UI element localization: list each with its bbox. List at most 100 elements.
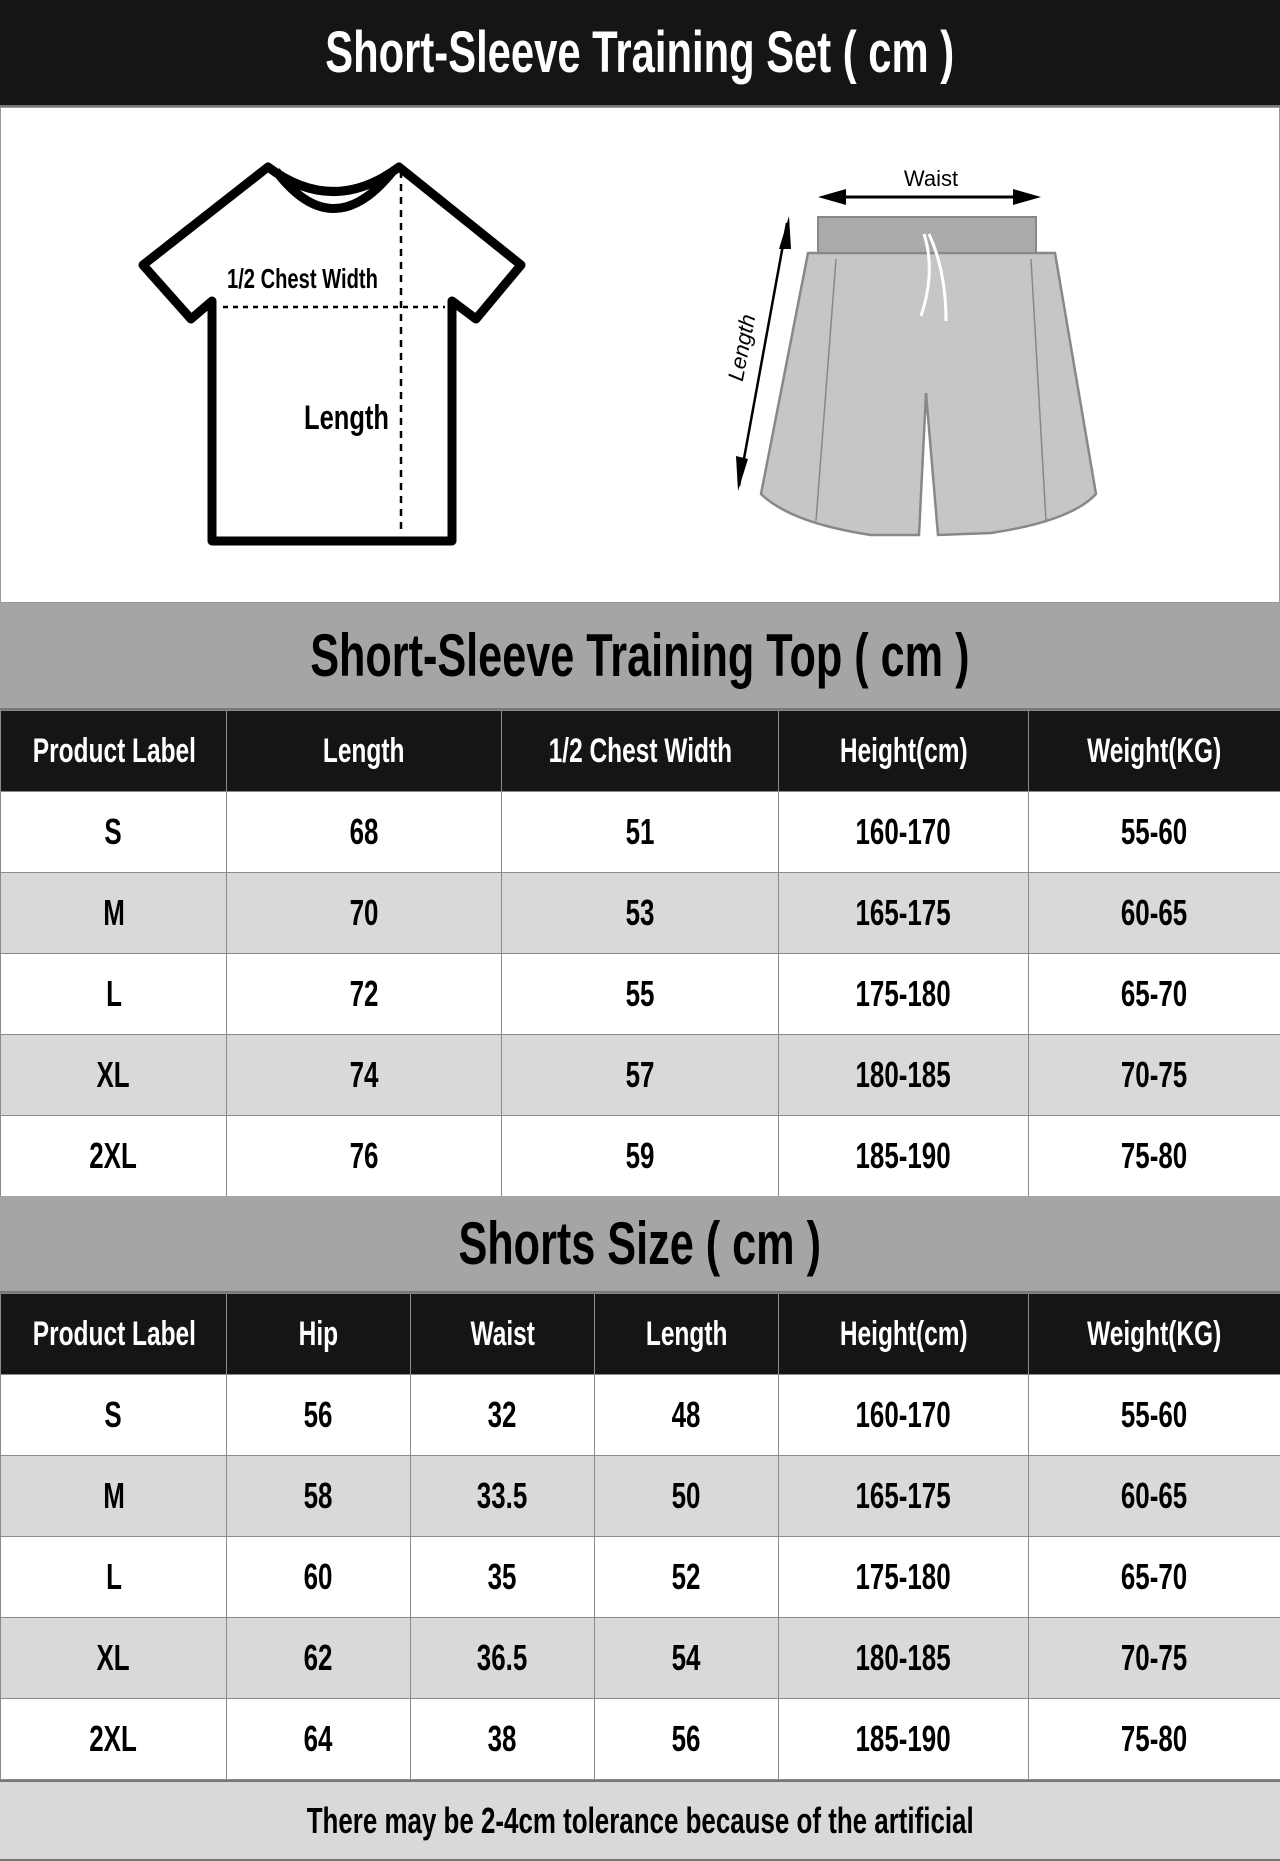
cell-text: 72 (349, 973, 379, 1014)
cell-text: S (104, 811, 123, 852)
cell-text: L (105, 1556, 122, 1597)
table-cell: 165-175 (778, 872, 1029, 954)
table-cell: 52 (594, 1536, 779, 1618)
table-cell: XL (0, 1034, 227, 1116)
table-cell: 36.5 (410, 1617, 595, 1699)
table-cell: S (0, 1374, 227, 1456)
chest-width-label: 1/2 Chest Width (227, 264, 378, 295)
column-header-text: Height(cm) (839, 1314, 968, 1353)
cell-text: 75-80 (1121, 1718, 1188, 1759)
column-header: Product Label (0, 710, 227, 792)
cell-text: 60 (304, 1556, 333, 1597)
table-row: XL 74 57 180-185 70-75 (0, 1034, 1280, 1116)
table-cell: 160-170 (778, 791, 1029, 873)
table-cell: 175-180 (778, 1536, 1029, 1618)
cell-text: 2XL (89, 1718, 138, 1759)
cell-text: 68 (349, 811, 379, 852)
cell-text: M (102, 1475, 125, 1516)
column-header-text: Product Label (32, 731, 196, 770)
table-cell: 2XL (0, 1115, 227, 1197)
table-header: Product Label Length 1/2 Chest Width Height… (0, 710, 1280, 792)
table-cell: 51 (501, 791, 779, 873)
cell-text: 74 (349, 1054, 379, 1095)
table-cell: 60 (226, 1536, 411, 1618)
cell-text: XL (96, 1054, 131, 1095)
table-cell: 59 (501, 1115, 779, 1197)
table-cell: 160-170 (778, 1374, 1029, 1456)
column-header-text: Weight(KG) (1087, 731, 1222, 770)
column-header: Weight(KG) (1028, 710, 1280, 792)
table-cell: 70-75 (1028, 1034, 1280, 1116)
cell-text: 165-175 (855, 1475, 952, 1516)
cell-text: 175-180 (855, 1556, 952, 1597)
column-header: Hip (226, 1293, 411, 1375)
column-header-text: Length (645, 1314, 728, 1353)
table-cell: 75-80 (1028, 1698, 1280, 1780)
cell-text: 54 (672, 1637, 701, 1678)
shorts-icon: Waist Length (723, 166, 1098, 537)
cell-text: 75-80 (1121, 1135, 1188, 1176)
cell-text: 50 (672, 1475, 701, 1516)
cell-text: 57 (625, 1054, 655, 1095)
garment-illustration: 1/2 Chest Width Length Waist Length (0, 107, 1280, 603)
table-cell: 60-65 (1028, 1455, 1280, 1537)
tshirt-icon: 1/2 Chest Width Length (138, 162, 526, 546)
tshirt-length-label: Length (304, 400, 389, 437)
cell-text: 180-185 (855, 1054, 952, 1095)
cell-text: 70 (349, 892, 379, 933)
table-row: L 60 35 52 175-180 65-70 (0, 1536, 1280, 1618)
cell-text: 180-185 (855, 1637, 952, 1678)
table-row: M 70 53 165-175 60-65 (0, 872, 1280, 954)
column-header: Length (594, 1293, 779, 1375)
cell-text: 51 (625, 811, 655, 852)
tolerance-note: There may be 2-4cm tolerance because of … (0, 1780, 1280, 1861)
top-title-text: Short-Sleeve Training Top ( cm ) (310, 622, 970, 689)
table-cell: L (0, 1536, 227, 1618)
table-cell: 180-185 (778, 1034, 1029, 1116)
table-cell: 180-185 (778, 1617, 1029, 1699)
table-row: 2XL 76 59 185-190 75-80 (0, 1115, 1280, 1197)
cell-text: 65-70 (1121, 1556, 1188, 1597)
cell-text: 160-170 (855, 1394, 952, 1435)
cell-text: 55 (625, 973, 655, 1014)
table-cell: 185-190 (778, 1698, 1029, 1780)
table-cell: 57 (501, 1034, 779, 1116)
cell-text: 160-170 (855, 811, 952, 852)
table-row: M 58 33.5 50 165-175 60-65 (0, 1455, 1280, 1537)
table-cell: 175-180 (778, 953, 1029, 1035)
table-cell: M (0, 1455, 227, 1537)
table-cell: 55 (501, 953, 779, 1035)
table-cell: 33.5 (410, 1455, 595, 1537)
table-cell: 38 (410, 1698, 595, 1780)
cell-text: 70-75 (1121, 1054, 1188, 1095)
column-header: Height(cm) (778, 710, 1029, 792)
cell-text: 65-70 (1121, 973, 1188, 1014)
cell-text: 62 (304, 1637, 333, 1678)
cell-text: 175-180 (855, 973, 952, 1014)
table-cell: 50 (594, 1455, 779, 1537)
table-cell: 55-60 (1028, 791, 1280, 873)
table-cell: 32 (410, 1374, 595, 1456)
column-header-text: Waist (470, 1314, 535, 1353)
column-header: Weight(KG) (1028, 1293, 1280, 1375)
table-cell: 165-175 (778, 1455, 1029, 1537)
cell-text: L (105, 973, 122, 1014)
cell-text: 38 (488, 1718, 517, 1759)
column-header: 1/2 Chest Width (501, 710, 779, 792)
column-header-text: Height(cm) (839, 731, 968, 770)
top-size-table: Product Label Length 1/2 Chest Width Height… (0, 710, 1280, 1197)
cell-text: 58 (304, 1475, 333, 1516)
table-cell: 54 (594, 1617, 779, 1699)
shorts-title-text: Shorts Size ( cm ) (458, 1210, 822, 1277)
table-cell: XL (0, 1617, 227, 1699)
table-cell: 58 (226, 1455, 411, 1537)
table-cell: L (0, 953, 227, 1035)
cell-text: 35 (488, 1556, 517, 1597)
column-header-text: 1/2 Chest Width (548, 731, 732, 770)
cell-text: 64 (304, 1718, 333, 1759)
cell-text: 185-190 (855, 1135, 952, 1176)
table-cell: S (0, 791, 227, 873)
cell-text: M (102, 892, 125, 933)
table-row: XL 62 36.5 54 180-185 70-75 (0, 1617, 1280, 1699)
column-header-text: Length (323, 731, 405, 770)
